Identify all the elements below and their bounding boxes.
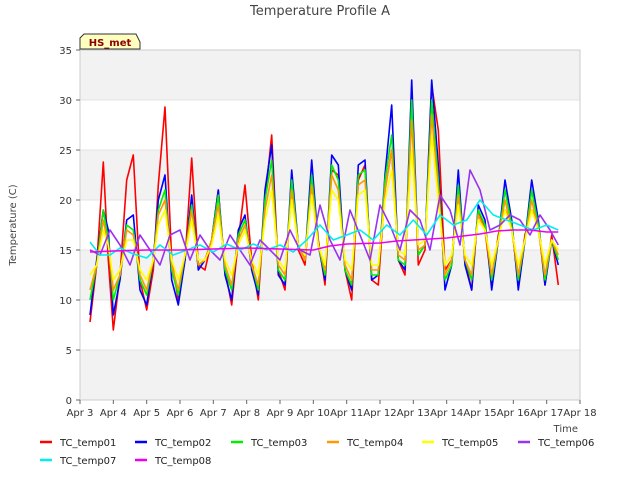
y-tick-label: 15	[59, 246, 72, 257]
y-tick-label: 35	[59, 46, 72, 57]
series-lines	[89, 79, 560, 331]
y-tick-label: 10	[59, 296, 72, 307]
legend-item: TC_temp02	[135, 438, 211, 449]
x-tick-label: Apr 12	[363, 408, 396, 419]
legend-item: TC_temp04	[327, 438, 403, 449]
plot-band	[80, 350, 580, 400]
legend-label: TC_temp04	[346, 438, 403, 449]
series-line-tc-temp07	[89, 199, 559, 259]
legend-item: TC_temp05	[422, 438, 498, 449]
y-tick-label: 25	[59, 146, 72, 157]
x-tick-label: Apr 7	[200, 408, 227, 419]
y-tick-label: 30	[59, 96, 72, 107]
x-tick-label: Apr 3	[67, 408, 94, 419]
x-tick-label: Apr 18	[563, 408, 596, 419]
x-axis-ticks: Apr 3 Apr 4 Apr 5 Apr 6 Apr 7 Apr 8 Apr 9 Apr 1…	[67, 400, 597, 419]
x-tick-label: Apr 11	[330, 408, 363, 419]
x-tick-label: Apr 5	[133, 408, 160, 419]
legend-label: TC_temp01	[59, 438, 116, 449]
x-tick-label: Apr 14	[430, 408, 463, 419]
y-axis-label: Temperature (C)	[8, 184, 19, 266]
legend-label: TC_temp05	[441, 438, 498, 449]
plot-background	[80, 50, 580, 400]
series-line-tc-temp05	[89, 134, 559, 281]
series-line-tc-temp08	[89, 229, 559, 253]
x-tick-label: Apr 13	[397, 408, 430, 419]
x-tick-label: Apr 10	[297, 408, 330, 419]
x-axis-label: Time	[553, 424, 578, 435]
legend-label: TC_temp07	[59, 456, 116, 467]
x-tick-label: Apr 16	[497, 408, 530, 419]
legend-item: TC_temp03	[231, 438, 307, 449]
legend-label: TC_temp02	[154, 438, 211, 449]
chart-title: Temperature Profile A	[249, 4, 390, 19]
y-tick-label: 0	[66, 396, 72, 407]
plot-frame	[79, 49, 581, 401]
legend: TC_temp01 TC_temp02 TC_temp03 TC_temp04 TC_t…	[40, 438, 594, 467]
legend-item: TC_temp01	[40, 438, 116, 449]
x-tick-label: Apr 8	[233, 408, 260, 419]
grid	[80, 49, 580, 401]
y-tick-label: 20	[59, 196, 72, 207]
x-tick-label: Apr 6	[167, 408, 194, 419]
plot-band	[80, 50, 580, 100]
legend-item: TC_temp07	[40, 456, 116, 467]
x-tick-label: Apr 15	[463, 408, 496, 419]
legend-label: TC_temp08	[154, 456, 211, 467]
legend-item: TC_temp06	[518, 438, 594, 449]
x-tick-label: Apr 17	[530, 408, 563, 419]
y-axis-ticks: 0 5 10 15 20 25 30 35	[59, 46, 80, 407]
legend-item: TC_temp08	[135, 456, 211, 467]
site-badge-box	[79, 33, 141, 50]
x-tick-label: Apr 4	[100, 408, 127, 419]
legend-label: TC_temp03	[250, 438, 307, 449]
site-badge: HS_met	[79, 33, 141, 50]
series-line-tc-temp06	[89, 169, 559, 266]
x-tick-label: Apr 9	[267, 408, 294, 419]
site-badge-label: HS_met	[89, 38, 132, 49]
y-tick-label: 5	[66, 346, 72, 357]
legend-label: TC_temp06	[537, 438, 594, 449]
